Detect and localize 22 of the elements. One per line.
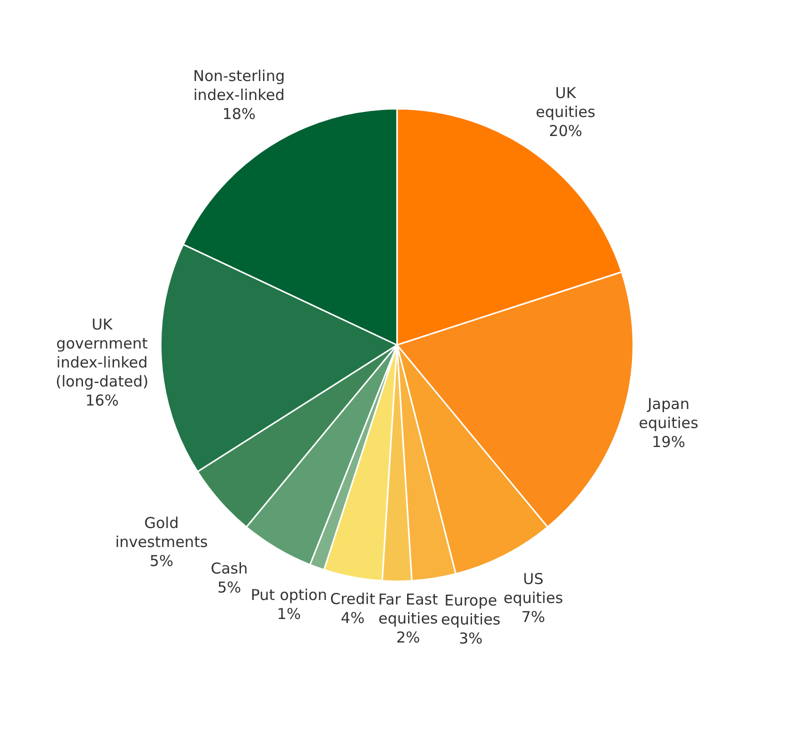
data-label: 19% bbox=[652, 432, 686, 451]
slice-label: Gold investments bbox=[115, 514, 208, 552]
data-label: 5% bbox=[150, 552, 174, 570]
slice-label: Non-sterling index-linked bbox=[193, 66, 285, 104]
data-label: 7% bbox=[521, 608, 546, 626]
data-label: 3% bbox=[458, 630, 483, 648]
slice-label: Europe equities bbox=[440, 592, 501, 629]
data-label: 1% bbox=[277, 605, 301, 624]
slice-label: Far East equities bbox=[378, 590, 438, 628]
slice-label: UK government index-linked (long-dated) bbox=[56, 315, 148, 390]
data-label: 4% bbox=[340, 608, 365, 627]
slice-label: Credit bbox=[330, 590, 376, 608]
data-label: 2% bbox=[396, 628, 420, 647]
slice-label: Cash bbox=[210, 560, 248, 578]
data-label: 18% bbox=[222, 104, 256, 123]
data-label: 16% bbox=[85, 391, 119, 410]
slice-label: UK equities bbox=[536, 84, 596, 121]
slice-label: US equities bbox=[503, 570, 564, 607]
slice-label: Japan equities bbox=[638, 394, 698, 432]
data-label: 20% bbox=[548, 122, 582, 140]
data-label: 5% bbox=[217, 578, 242, 597]
slice-label: Put option bbox=[250, 586, 328, 604]
